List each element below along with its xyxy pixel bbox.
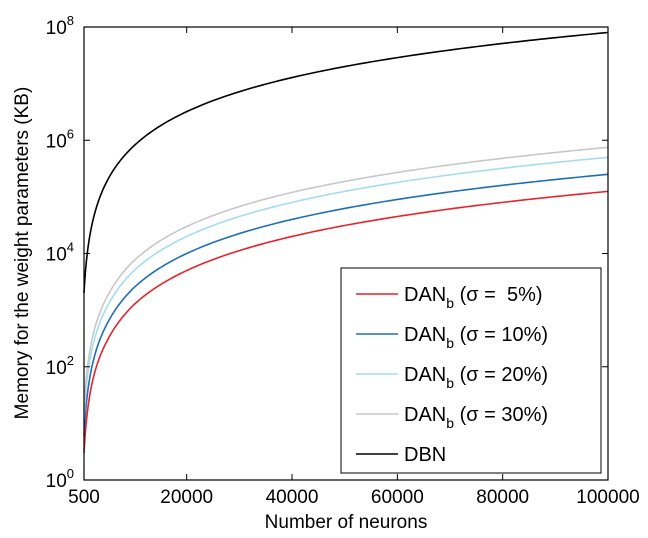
series-layer <box>83 31 609 454</box>
x-tick-label: 80000 <box>476 487 529 508</box>
series-line-dan-b-0 <box>83 190 609 454</box>
series-line-dan-b-2 <box>83 156 609 419</box>
legend-label-0: DANb (σ = 5%) <box>404 284 543 311</box>
legend-label-4: DBN <box>404 444 446 466</box>
series-line-dan-b-3 <box>83 146 609 409</box>
y-tick-label: 102 <box>46 353 74 379</box>
legend-box <box>340 267 602 474</box>
y-tick-label: 104 <box>46 240 74 266</box>
legend-label-3: DANb (σ = 30%) <box>404 404 548 431</box>
y-tick-label: 106 <box>46 126 74 152</box>
x-tick-label: 100000 <box>576 487 639 508</box>
legend-label-2: DANb (σ = 20%) <box>404 364 548 391</box>
x-axis-title: Number of neurons <box>265 512 428 533</box>
series-line-dan-b-1 <box>83 173 609 436</box>
legend-label-1: DANb (σ = 10%) <box>404 324 548 351</box>
x-tick-label: 40000 <box>266 487 319 508</box>
legend: DANb (σ = 5%) DANb (σ = 10%) DANb (σ = 20%… <box>340 267 602 474</box>
x-tick-label: 500 <box>68 487 100 508</box>
y-axis-title: Memory for the weight parameters (KB) <box>12 87 33 420</box>
series-line-dbn-4 <box>83 31 609 294</box>
tick-layer: 500 20000 40000 60000 80000 100000 100 102 104 10… <box>46 13 640 508</box>
x-tick-label: 20000 <box>160 487 213 508</box>
y-tick-label: 100 <box>46 466 74 492</box>
y-tick-label: 108 <box>46 13 74 39</box>
x-tick-label: 60000 <box>371 487 424 508</box>
